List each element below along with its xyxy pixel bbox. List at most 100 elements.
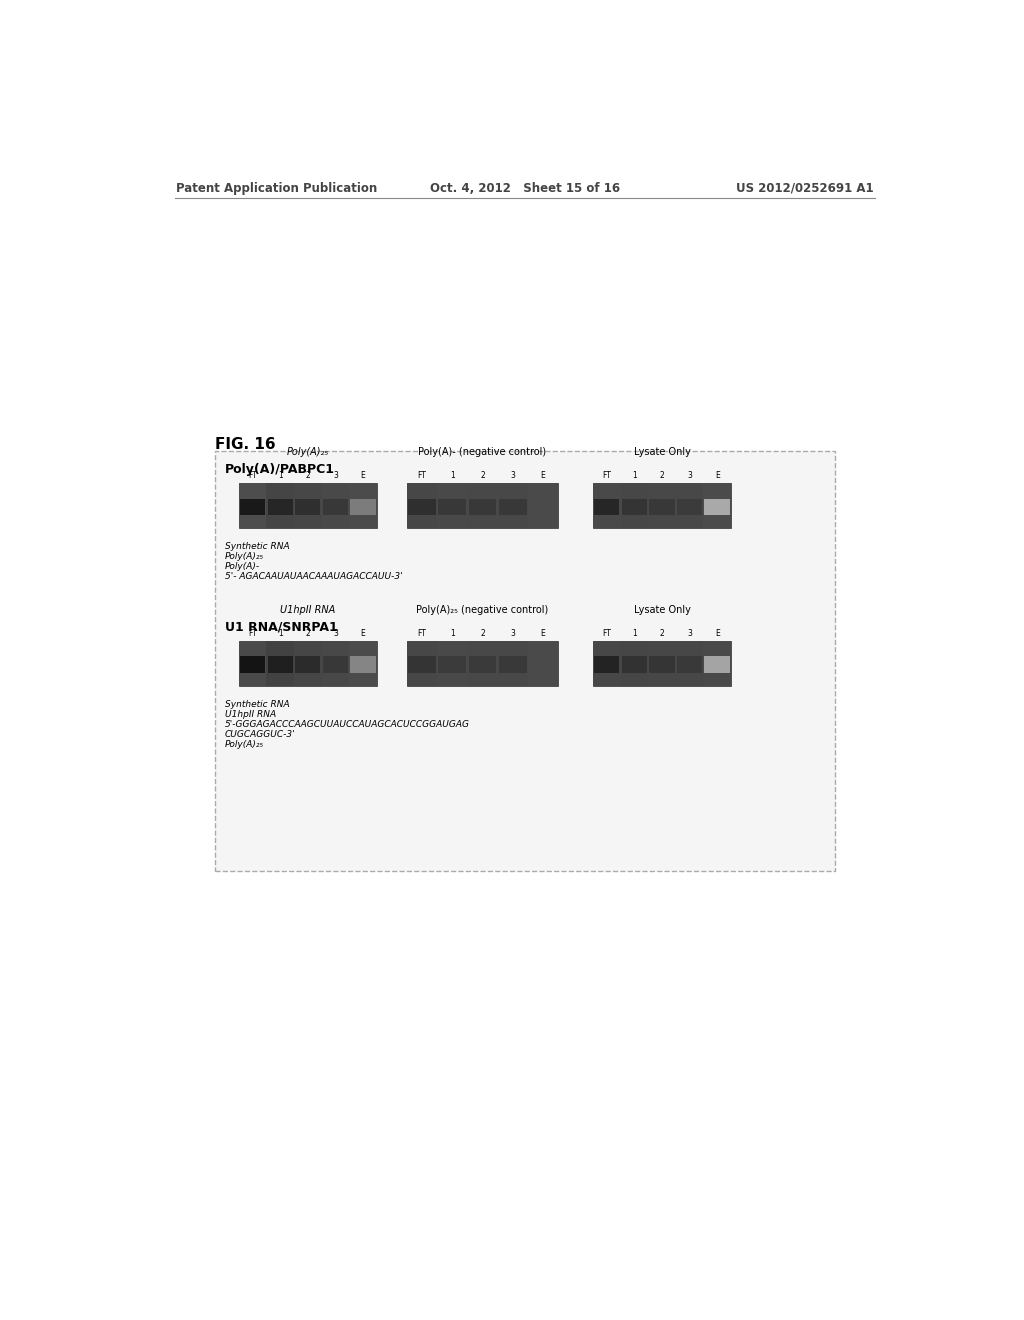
Bar — [498, 483, 528, 528]
Text: 1: 1 — [450, 471, 455, 480]
Text: US 2012/0252691 A1: US 2012/0252691 A1 — [736, 182, 873, 194]
Bar — [703, 642, 731, 686]
Bar — [407, 642, 558, 686]
Bar — [322, 483, 349, 528]
Bar — [438, 656, 466, 673]
Text: Poly(A)-: Poly(A)- — [225, 562, 260, 570]
Text: 1: 1 — [632, 471, 637, 480]
Text: 1: 1 — [278, 471, 283, 480]
Bar — [350, 499, 376, 516]
Bar — [621, 483, 648, 528]
Text: 2: 2 — [305, 471, 310, 480]
Bar — [469, 656, 497, 673]
Bar — [323, 499, 348, 516]
Text: Lysate Only: Lysate Only — [634, 605, 690, 615]
Text: E: E — [360, 630, 366, 638]
Bar — [266, 642, 294, 686]
Bar — [469, 499, 497, 516]
Text: 2: 2 — [480, 471, 485, 480]
Bar — [594, 499, 620, 516]
Text: Synthetic RNA: Synthetic RNA — [225, 543, 290, 550]
Text: 3: 3 — [510, 630, 515, 638]
Bar — [437, 642, 467, 686]
Bar — [593, 483, 731, 528]
Bar — [594, 656, 620, 673]
Bar — [593, 642, 621, 686]
Bar — [267, 656, 293, 673]
Text: E: E — [715, 630, 720, 638]
Text: FT: FT — [602, 471, 611, 480]
Bar — [676, 642, 703, 686]
Bar — [323, 656, 348, 673]
Bar — [409, 499, 436, 516]
Bar — [240, 656, 265, 673]
Text: Lysate Only: Lysate Only — [634, 447, 690, 457]
Bar — [239, 642, 266, 686]
Bar — [322, 642, 349, 686]
Bar — [593, 483, 621, 528]
Bar — [648, 483, 676, 528]
Text: 3: 3 — [333, 471, 338, 480]
Bar — [295, 499, 321, 516]
Bar — [676, 483, 703, 528]
Bar — [240, 499, 265, 516]
Text: U1hpII RNA: U1hpII RNA — [281, 605, 336, 615]
Bar — [239, 642, 377, 686]
Bar — [622, 656, 647, 673]
Bar — [467, 483, 498, 528]
Text: 1: 1 — [278, 630, 283, 638]
Bar — [294, 483, 322, 528]
Text: E: E — [541, 471, 546, 480]
Text: Poly(A)₂₅: Poly(A)₂₅ — [225, 739, 264, 748]
Text: Oct. 4, 2012   Sheet 15 of 16: Oct. 4, 2012 Sheet 15 of 16 — [430, 182, 620, 194]
Bar — [705, 656, 730, 673]
Bar — [677, 656, 702, 673]
Bar — [621, 642, 648, 686]
Text: FT: FT — [602, 630, 611, 638]
Text: Poly(A)₂₅ (negative control): Poly(A)₂₅ (negative control) — [417, 605, 549, 615]
Text: U1hpII RNA: U1hpII RNA — [225, 710, 276, 718]
Bar — [528, 642, 558, 686]
Bar — [295, 656, 321, 673]
Bar — [528, 483, 558, 528]
Bar — [349, 483, 377, 528]
Text: 1: 1 — [450, 630, 455, 638]
Text: Patent Application Publication: Patent Application Publication — [176, 182, 377, 194]
Bar — [407, 483, 437, 528]
Bar — [266, 483, 294, 528]
Bar — [350, 656, 376, 673]
Text: Synthetic RNA: Synthetic RNA — [225, 700, 290, 709]
Text: 2: 2 — [305, 630, 310, 638]
Bar — [294, 642, 322, 686]
Bar — [499, 499, 526, 516]
Bar — [648, 642, 676, 686]
Bar — [499, 656, 526, 673]
Bar — [498, 642, 528, 686]
Bar — [239, 483, 266, 528]
Bar — [215, 451, 835, 871]
Text: 3: 3 — [687, 471, 692, 480]
Bar — [437, 483, 467, 528]
Text: FT: FT — [418, 471, 427, 480]
Text: CUGCAGGUC-3': CUGCAGGUC-3' — [225, 730, 296, 739]
Text: 5'- AGACAAUAUAACAAAUAGACCAUU-3': 5'- AGACAAUAUAACAAAUAGACCAUU-3' — [225, 572, 402, 581]
Text: 2: 2 — [480, 630, 485, 638]
Bar — [239, 483, 377, 528]
Bar — [705, 499, 730, 516]
Bar — [349, 642, 377, 686]
Text: Poly(A)/PABPC1: Poly(A)/PABPC1 — [225, 462, 335, 475]
Text: FIG. 16: FIG. 16 — [215, 437, 275, 453]
Text: 3: 3 — [687, 630, 692, 638]
Bar — [407, 642, 437, 686]
Text: 1: 1 — [632, 630, 637, 638]
Text: E: E — [360, 471, 366, 480]
Bar — [467, 642, 498, 686]
Bar — [649, 499, 675, 516]
Bar — [267, 499, 293, 516]
Text: Poly(A)₂₅: Poly(A)₂₅ — [225, 552, 264, 561]
Text: 2: 2 — [659, 630, 665, 638]
Text: 5'-GGGAGACCCAAGCUUAUCCAUAGCACUCCGGAUGAG: 5'-GGGAGACCCAAGCUUAUCCAUAGCACUCCGGAUGAG — [225, 719, 470, 729]
Text: Poly(A)- (negative control): Poly(A)- (negative control) — [419, 447, 547, 457]
Text: 3: 3 — [333, 630, 338, 638]
Text: FT: FT — [248, 630, 257, 638]
